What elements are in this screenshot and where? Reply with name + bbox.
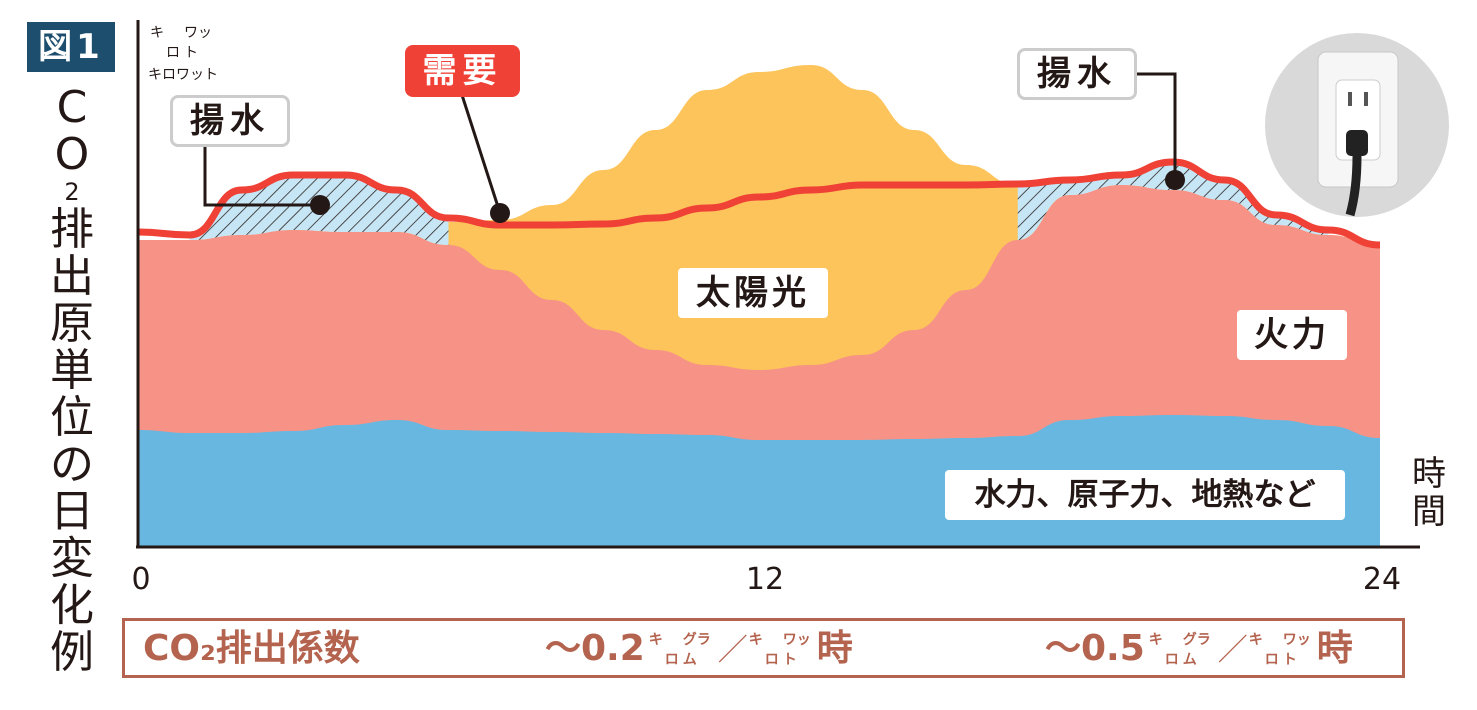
unit-kana: ロ [1264, 652, 1279, 668]
emission-unit: キログラム／キロワット時 [1145, 628, 1353, 669]
x-axis-label: 時 間 [1412, 455, 1446, 531]
unit-slash: ／ [717, 633, 748, 668]
label-pumped-right: 揚水 [1017, 48, 1137, 100]
unit-kana: ワッ [782, 632, 811, 648]
unit-hour: 時 [816, 628, 853, 669]
unit-kana: ト [782, 652, 797, 668]
unit-kana: ロ [166, 45, 180, 61]
label-thermal: 火力 [1237, 310, 1347, 360]
title-char: C [56, 82, 88, 133]
title-char: 2 [64, 178, 80, 206]
unit-kana: ト [1282, 652, 1297, 668]
title-char: 位 [50, 392, 94, 443]
unit-kana: ロ [1164, 652, 1179, 668]
unit-kana: ム [682, 652, 697, 668]
unit-kana: キ [1248, 632, 1263, 648]
unit-kana: ト [184, 45, 198, 61]
leader-pumped-left [203, 145, 320, 207]
title-char: 例 [50, 627, 94, 678]
title-char: 日 [50, 486, 94, 537]
unit-kana: キ [648, 632, 663, 648]
title-char: の [50, 439, 94, 490]
unit-slash: ／ [1217, 633, 1248, 668]
unit-kana: ム [1182, 652, 1197, 668]
label-baseload: 水力、原子力、地熱など [945, 470, 1345, 520]
title-char: 出 [50, 251, 94, 302]
title-char: 変 [50, 533, 94, 584]
title-char: 原 [50, 298, 94, 349]
unit-kana: ワッ [1282, 632, 1311, 648]
marker-pumped-left [310, 195, 330, 215]
demand-line [137, 158, 1381, 249]
x-label-char: 間 [1412, 492, 1446, 532]
emission-thermal-value: 〜0.5 [1045, 628, 1145, 669]
x-tick: 24 [1362, 562, 1402, 597]
emission-solar: 〜0.2 キログラム／キロワット時 [545, 629, 853, 671]
unit-kana: ロ [664, 652, 679, 668]
unit-kana: キ [1148, 632, 1163, 648]
x-tick: 0 [131, 562, 151, 597]
unit-kana: グラ [682, 632, 711, 648]
figure-badge: 図1 [27, 22, 115, 72]
label-pumped-left: 揚水 [170, 95, 290, 147]
title-char: 化 [50, 580, 94, 631]
marker-pumped-right [1165, 170, 1185, 190]
marker-demand [490, 203, 510, 223]
y-axis-label: キロワット [148, 67, 218, 83]
emission-solar-value: 〜0.2 [545, 628, 645, 669]
title-char: 単 [50, 345, 94, 396]
y-unit: キロワット [150, 24, 218, 64]
unit-kana: ワッ [184, 25, 212, 41]
unit-hour: 時 [1316, 628, 1353, 669]
outlet-photo [1265, 33, 1449, 217]
title-char: O [54, 129, 90, 180]
unit-kana: ロ [764, 652, 779, 668]
unit-kana: グラ [1182, 632, 1211, 648]
leader-demand [460, 94, 502, 214]
emission-thermal: 〜0.5 キログラム／キロワット時 [1045, 629, 1353, 671]
x-label-char: 時 [1412, 454, 1446, 494]
emission-label: CO₂排出係数 [143, 628, 360, 669]
area-pumped-storage [1017, 162, 1329, 240]
label-demand: 需要 [405, 45, 520, 97]
label-solar: 太陽光 [678, 268, 828, 318]
unit-kana: キ [748, 632, 763, 648]
emission-unit: キログラム／キロワット時 [645, 628, 853, 669]
title-char: 排 [50, 204, 94, 255]
x-tick: 12 [745, 562, 785, 597]
leader-pumped-right [1135, 72, 1177, 180]
unit-kana: キ [150, 25, 164, 41]
emission-factor-bar: CO₂排出係数 〜0.2 キログラム／キロワット時 〜0.5 キログラム／キロワット… [122, 618, 1405, 678]
